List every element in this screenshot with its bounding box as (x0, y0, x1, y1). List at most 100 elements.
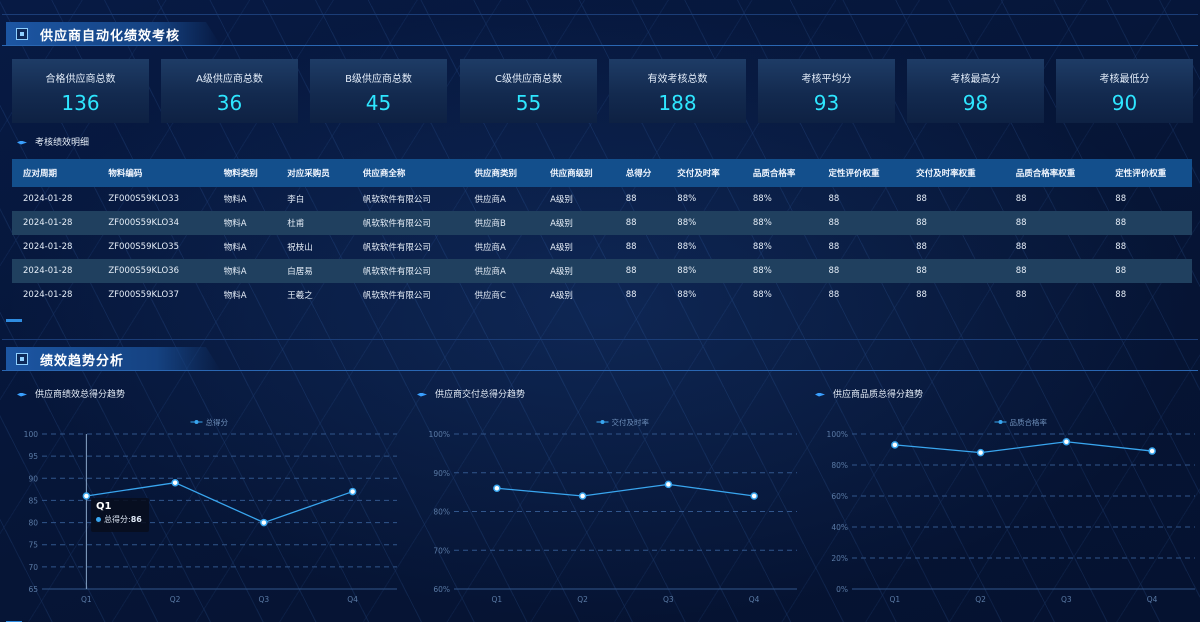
data-point[interactable] (750, 492, 758, 500)
table-cell: 88 (916, 242, 927, 252)
y-tick-label: 0% (836, 585, 848, 594)
arrow-icon (815, 392, 825, 397)
legend-label[interactable]: 总得分 (206, 417, 229, 427)
table-cell: 杜甫 (287, 219, 305, 229)
kpi-value: 55 (515, 91, 542, 115)
table-cell: 王羲之 (287, 291, 313, 301)
kpi-label: 有效考核总数 (647, 74, 708, 85)
tooltip-title: Q1 (96, 501, 112, 512)
table-cell: ZF000S59KLO35 (108, 242, 179, 252)
table-cell: 帆软软件有限公司 (362, 267, 431, 277)
y-tick-label: 70 (28, 563, 38, 572)
data-point[interactable] (1148, 447, 1156, 455)
table-cell: 88 (625, 290, 637, 300)
x-tick-label: Q3 (1061, 595, 1072, 604)
table-cell: 88 (916, 290, 927, 300)
x-tick-label: Q1 (890, 595, 901, 604)
table-cell: 88 (828, 290, 840, 300)
table-cell: 88 (916, 266, 927, 276)
y-tick-label: 75 (28, 541, 38, 550)
data-point[interactable] (891, 441, 899, 449)
header-underline (2, 45, 1198, 46)
x-tick-label: Q3 (259, 595, 270, 604)
table-header-row: 应对周期 物料编码 物料类别 对应采购员 供应商全称 供应商类别 供应商级别 总得分 交付及时率… (12, 159, 1192, 187)
kpi-value: 45 (365, 91, 392, 115)
column-header: 定性评价权重 (828, 169, 880, 179)
table-cell: 88% (677, 194, 697, 204)
x-tick-label: Q4 (1147, 595, 1158, 604)
table-cell: A级别 (550, 219, 573, 229)
kpi-label: C级供应商总数 (495, 74, 562, 85)
table-cell: 2024-01-28 (23, 194, 73, 204)
y-tick-label: 60% (433, 585, 450, 594)
data-point[interactable] (260, 518, 268, 527)
table-cell: 88 (1015, 194, 1027, 204)
table-cell: 88% (677, 266, 697, 276)
table-cell: 帆软软件有限公司 (362, 195, 431, 205)
legend-marker (600, 420, 605, 424)
table-cell: A级别 (550, 267, 573, 277)
table-cell: 88 (1015, 242, 1027, 252)
table-row[interactable]: 2024-01-28 ZF000S59KLO37 物料A 王羲之 帆软软件有限公司 供应商… (12, 283, 1192, 307)
panel-border (2, 339, 1198, 340)
table-cell: 88% (677, 290, 697, 300)
table-cell: 2024-01-28 (23, 266, 73, 276)
table-cell: 88 (1015, 290, 1027, 300)
kpi-row: 合格供应商总数 136 A级供应商总数 36 B级供应商总数 45 C级供应商总数 55… (12, 59, 1193, 123)
legend-marker (194, 420, 199, 424)
data-point[interactable] (348, 487, 357, 496)
chart-svg: 65 70 75 80 85 90 95 100 Q1 Q2 Q3 Q4 总得分 (24, 417, 397, 604)
data-point[interactable] (171, 478, 179, 487)
chart-delivery: 供应商交付总得分趋势 60% 70% 80% 90% 100% Q1 Q2 Q3 Q4 交付及时率 (402, 339, 802, 622)
panel-corner (6, 319, 22, 322)
table-cell: 88 (1115, 194, 1127, 204)
data-point[interactable] (82, 492, 91, 500)
table-cell: 88 (625, 194, 637, 204)
kpi-value: 36 (216, 91, 243, 115)
table-cell: 88 (1015, 218, 1027, 228)
legend-label[interactable]: 品质合格率 (1010, 417, 1048, 427)
data-point[interactable] (976, 448, 985, 457)
column-header: 物料编码 (108, 169, 143, 179)
table-cell: 物料A (223, 243, 247, 253)
table-row[interactable]: 2024-01-28 ZF000S59KLO36 物料A 白居易 帆软软件有限公司 供应商… (12, 259, 1192, 283)
kpi-label: A级供应商总数 (196, 74, 263, 85)
table-cell: 88% (677, 242, 697, 252)
series-line (894, 441, 1153, 454)
data-point[interactable] (578, 492, 587, 500)
table-cell: A级别 (550, 195, 573, 205)
y-tick-label: 85 (28, 496, 38, 505)
column-header: 对应采购员 (287, 169, 330, 179)
kpi-card: A级供应商总数 36 (161, 59, 298, 123)
table-cell: 88 (625, 266, 637, 276)
table-cell: 88 (828, 194, 840, 204)
data-point[interactable] (664, 480, 673, 489)
performance-panel: 供应商自动化绩效考核 合格供应商总数 136 A级供应商总数 36 B级供应商总数 4… (2, 14, 1198, 322)
kpi-value: 93 (813, 91, 840, 115)
table-cell: 供应商C (474, 291, 506, 301)
table-row[interactable]: 2024-01-28 ZF000S59KLO34 物料A 杜甫 帆软软件有限公司 供应商B… (12, 211, 1192, 235)
table-cell: ZF000S59KLO37 (108, 290, 179, 300)
section-title: 供应商自动化绩效考核 (40, 29, 181, 44)
table-cell: 2024-01-28 (23, 218, 73, 228)
column-header: 交付及时率权重 (916, 169, 976, 179)
y-tick-label: 60% (831, 492, 848, 501)
kpi-value: 90 (1111, 91, 1138, 115)
table-cell: 物料A (223, 267, 247, 277)
y-tick-label: 20% (831, 554, 848, 563)
kpi-label: 考核平均分 (801, 74, 852, 85)
column-header: 品质合格率 (752, 169, 796, 179)
table-row[interactable]: 2024-01-28 ZF000S59KLO33 物料A 李白 帆软软件有限公司 供应商A… (12, 187, 1192, 211)
y-tick-label: 100% (429, 430, 450, 439)
table-row[interactable]: 2024-01-28 ZF000S59KLO35 物料A 祝枝山 帆软软件有限公司 供应商… (12, 235, 1192, 259)
x-tick-label: Q2 (170, 595, 181, 604)
data-point[interactable] (1062, 438, 1071, 446)
table-cell: 88% (677, 218, 697, 228)
column-header: 供应商类别 (474, 169, 518, 179)
table-cell: 李白 (287, 195, 305, 205)
kpi-card: C级供应商总数 55 (460, 59, 597, 123)
chart-svg: 0% 20% 40% 60% 80% 100% Q1 Q2 Q3 Q4 品质合格率 (827, 417, 1195, 604)
data-point[interactable] (493, 484, 501, 492)
table-cell: ZF000S59KLO36 (108, 266, 179, 276)
legend-label[interactable]: 交付及时率 (612, 417, 650, 427)
